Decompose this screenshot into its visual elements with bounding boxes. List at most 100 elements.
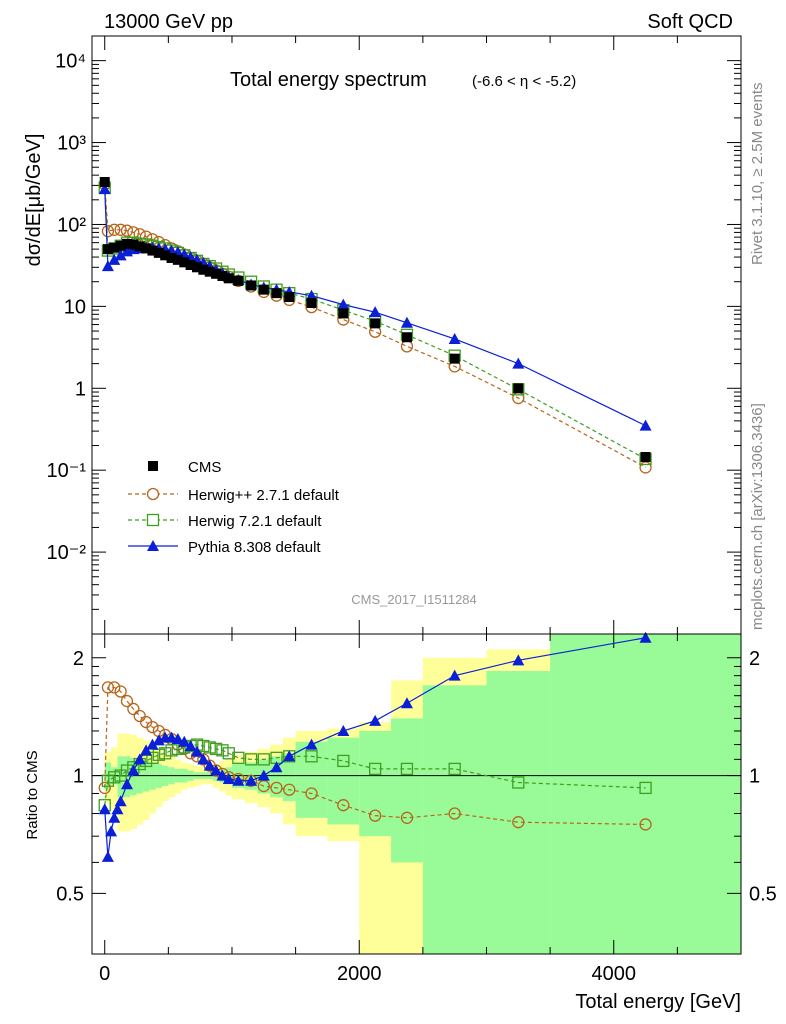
ratio-point-herwig7: [203, 741, 216, 754]
data-point-cms: [211, 268, 222, 279]
data-point-cms: [160, 250, 171, 261]
legend-label-cms: CMS: [188, 459, 221, 476]
band-inner-bin: [422, 685, 487, 954]
y-tick-label: 10⁻²: [47, 542, 87, 564]
band-inner-bin: [136, 759, 144, 794]
ratio-point-herwigpp: [127, 702, 140, 716]
ratio-point-herwig7: [368, 762, 382, 776]
ratio-point-pythia: [98, 803, 111, 815]
ratio-point-herwigpp: [400, 811, 414, 824]
data-point-pythia: [448, 332, 461, 344]
ratio-point-herwigpp: [305, 787, 318, 800]
ratio-point-herwig7: [512, 776, 525, 789]
data-point-cms: [198, 264, 209, 275]
ratio-point-pythia: [127, 764, 140, 776]
data-point-cms: [306, 297, 317, 308]
band-inner-bin: [391, 718, 424, 863]
ratio-point-pythia: [108, 811, 121, 823]
data-point-cms: [284, 292, 295, 303]
data-point-cms: [179, 257, 190, 268]
data-point-cms: [513, 383, 524, 394]
ratio-point-herwig7: [222, 747, 235, 760]
data-point-pythia: [305, 289, 318, 301]
ratio-y-tick-label: 2: [73, 648, 84, 670]
data-point-cms: [109, 242, 120, 253]
data-point-pythia: [400, 316, 413, 328]
ratio-point-herwig7: [197, 739, 210, 753]
data-point-cms: [246, 280, 257, 291]
ratio-point-herwig7: [165, 744, 178, 757]
chart-subtitle: (-6.6 < η < -5.2): [472, 73, 576, 90]
ratio-point-herwigpp: [133, 709, 146, 723]
ratio-point-herwigpp: [337, 799, 350, 812]
data-point-pythia: [512, 357, 525, 369]
ratio-point-pythia: [210, 764, 223, 776]
ratio-point-herwig7: [400, 762, 414, 776]
ratio-point-herwigpp: [108, 681, 121, 694]
ratio-point-pythia: [114, 795, 127, 807]
ratio-point-pythia: [178, 735, 191, 747]
ratio-point-pythia: [400, 697, 413, 709]
data-point-herwigpp: [101, 224, 115, 238]
ratio-point-herwig7: [159, 747, 172, 760]
legend-marker-cms: [148, 461, 158, 471]
band-inner-bin: [327, 737, 360, 825]
x-tick-label: 4000: [591, 963, 636, 985]
ratio-point-herwig7: [232, 751, 245, 764]
ratio-point-herwigpp: [368, 809, 382, 822]
band-inner-bin: [486, 671, 551, 954]
data-point-herwigpp: [133, 228, 146, 241]
data-point-cms: [121, 238, 132, 249]
ratio-point-pythia: [369, 714, 382, 726]
data-point-pythia: [114, 249, 127, 261]
data-point-cms: [233, 275, 244, 286]
data-point-cms: [141, 243, 152, 254]
legend-marker-herwigpp: [146, 487, 160, 501]
band-inner-bin: [295, 741, 328, 818]
ratio-point-pythia: [639, 631, 652, 643]
axes-ticks: 10⁻² 10⁻¹ 1 10 10² 10³ 10⁴ 0.5 0.5 1 1 2 2 0 2000 4000: [47, 35, 777, 985]
data-point-cms: [102, 244, 113, 255]
band-inner-bin: [123, 756, 131, 798]
ratio-point-herwig7: [108, 771, 121, 784]
legend-label-herwig7: Herwig 7.2.1 default: [188, 513, 322, 530]
data-point-cms: [271, 288, 282, 299]
ratio-y-tick-label: 1: [73, 766, 84, 788]
data-point-cms: [401, 332, 412, 343]
ratio-point-pythia: [105, 825, 118, 837]
x-axis-label: Total energy [GeV]: [575, 991, 741, 1013]
data-point-cms: [449, 353, 460, 364]
y-axis-label: dσ/dE[μb/GeV]: [23, 134, 45, 267]
y-tick-label: 10: [64, 296, 86, 318]
ratio-point-herwigpp: [639, 818, 652, 831]
data-point-pythia: [101, 260, 114, 272]
y-tick-label: 10⁴: [55, 51, 86, 73]
y-tick-label: 10²: [57, 214, 86, 236]
ratio-y-tick-label: 2: [749, 648, 760, 670]
data-point-cms: [172, 254, 183, 265]
ratio-point-herwigpp: [512, 816, 525, 829]
data-point-herwigpp: [127, 226, 140, 239]
data-point-herwigpp: [400, 340, 414, 353]
ratio-point-pythia: [245, 774, 258, 786]
ratio-point-herwigpp: [146, 720, 159, 734]
band-inner-bin: [130, 757, 138, 796]
data-point-cms: [191, 262, 202, 273]
ratio-point-herwig7: [146, 751, 159, 764]
data-point-cms: [217, 270, 228, 281]
header-left: 13000 GeV pp: [104, 11, 233, 33]
ratio-y-axis-label: Ratio to CMS: [24, 750, 41, 839]
ratio-point-herwig7: [337, 754, 350, 768]
band-inner-bin: [149, 762, 157, 790]
ratio-point-pythia: [184, 740, 197, 751]
data-point-cms: [99, 176, 110, 187]
data-point-herwigpp: [114, 223, 127, 236]
data-point-cms: [338, 308, 349, 319]
data-point-cms: [153, 247, 164, 258]
ratio-point-pythia: [197, 753, 210, 765]
legend-label-pythia: Pythia 8.308 default: [188, 539, 321, 556]
band-inner-bin: [282, 753, 297, 802]
y-tick-label: 10⁻¹: [47, 460, 87, 482]
ratio-point-herwigpp: [120, 694, 134, 708]
